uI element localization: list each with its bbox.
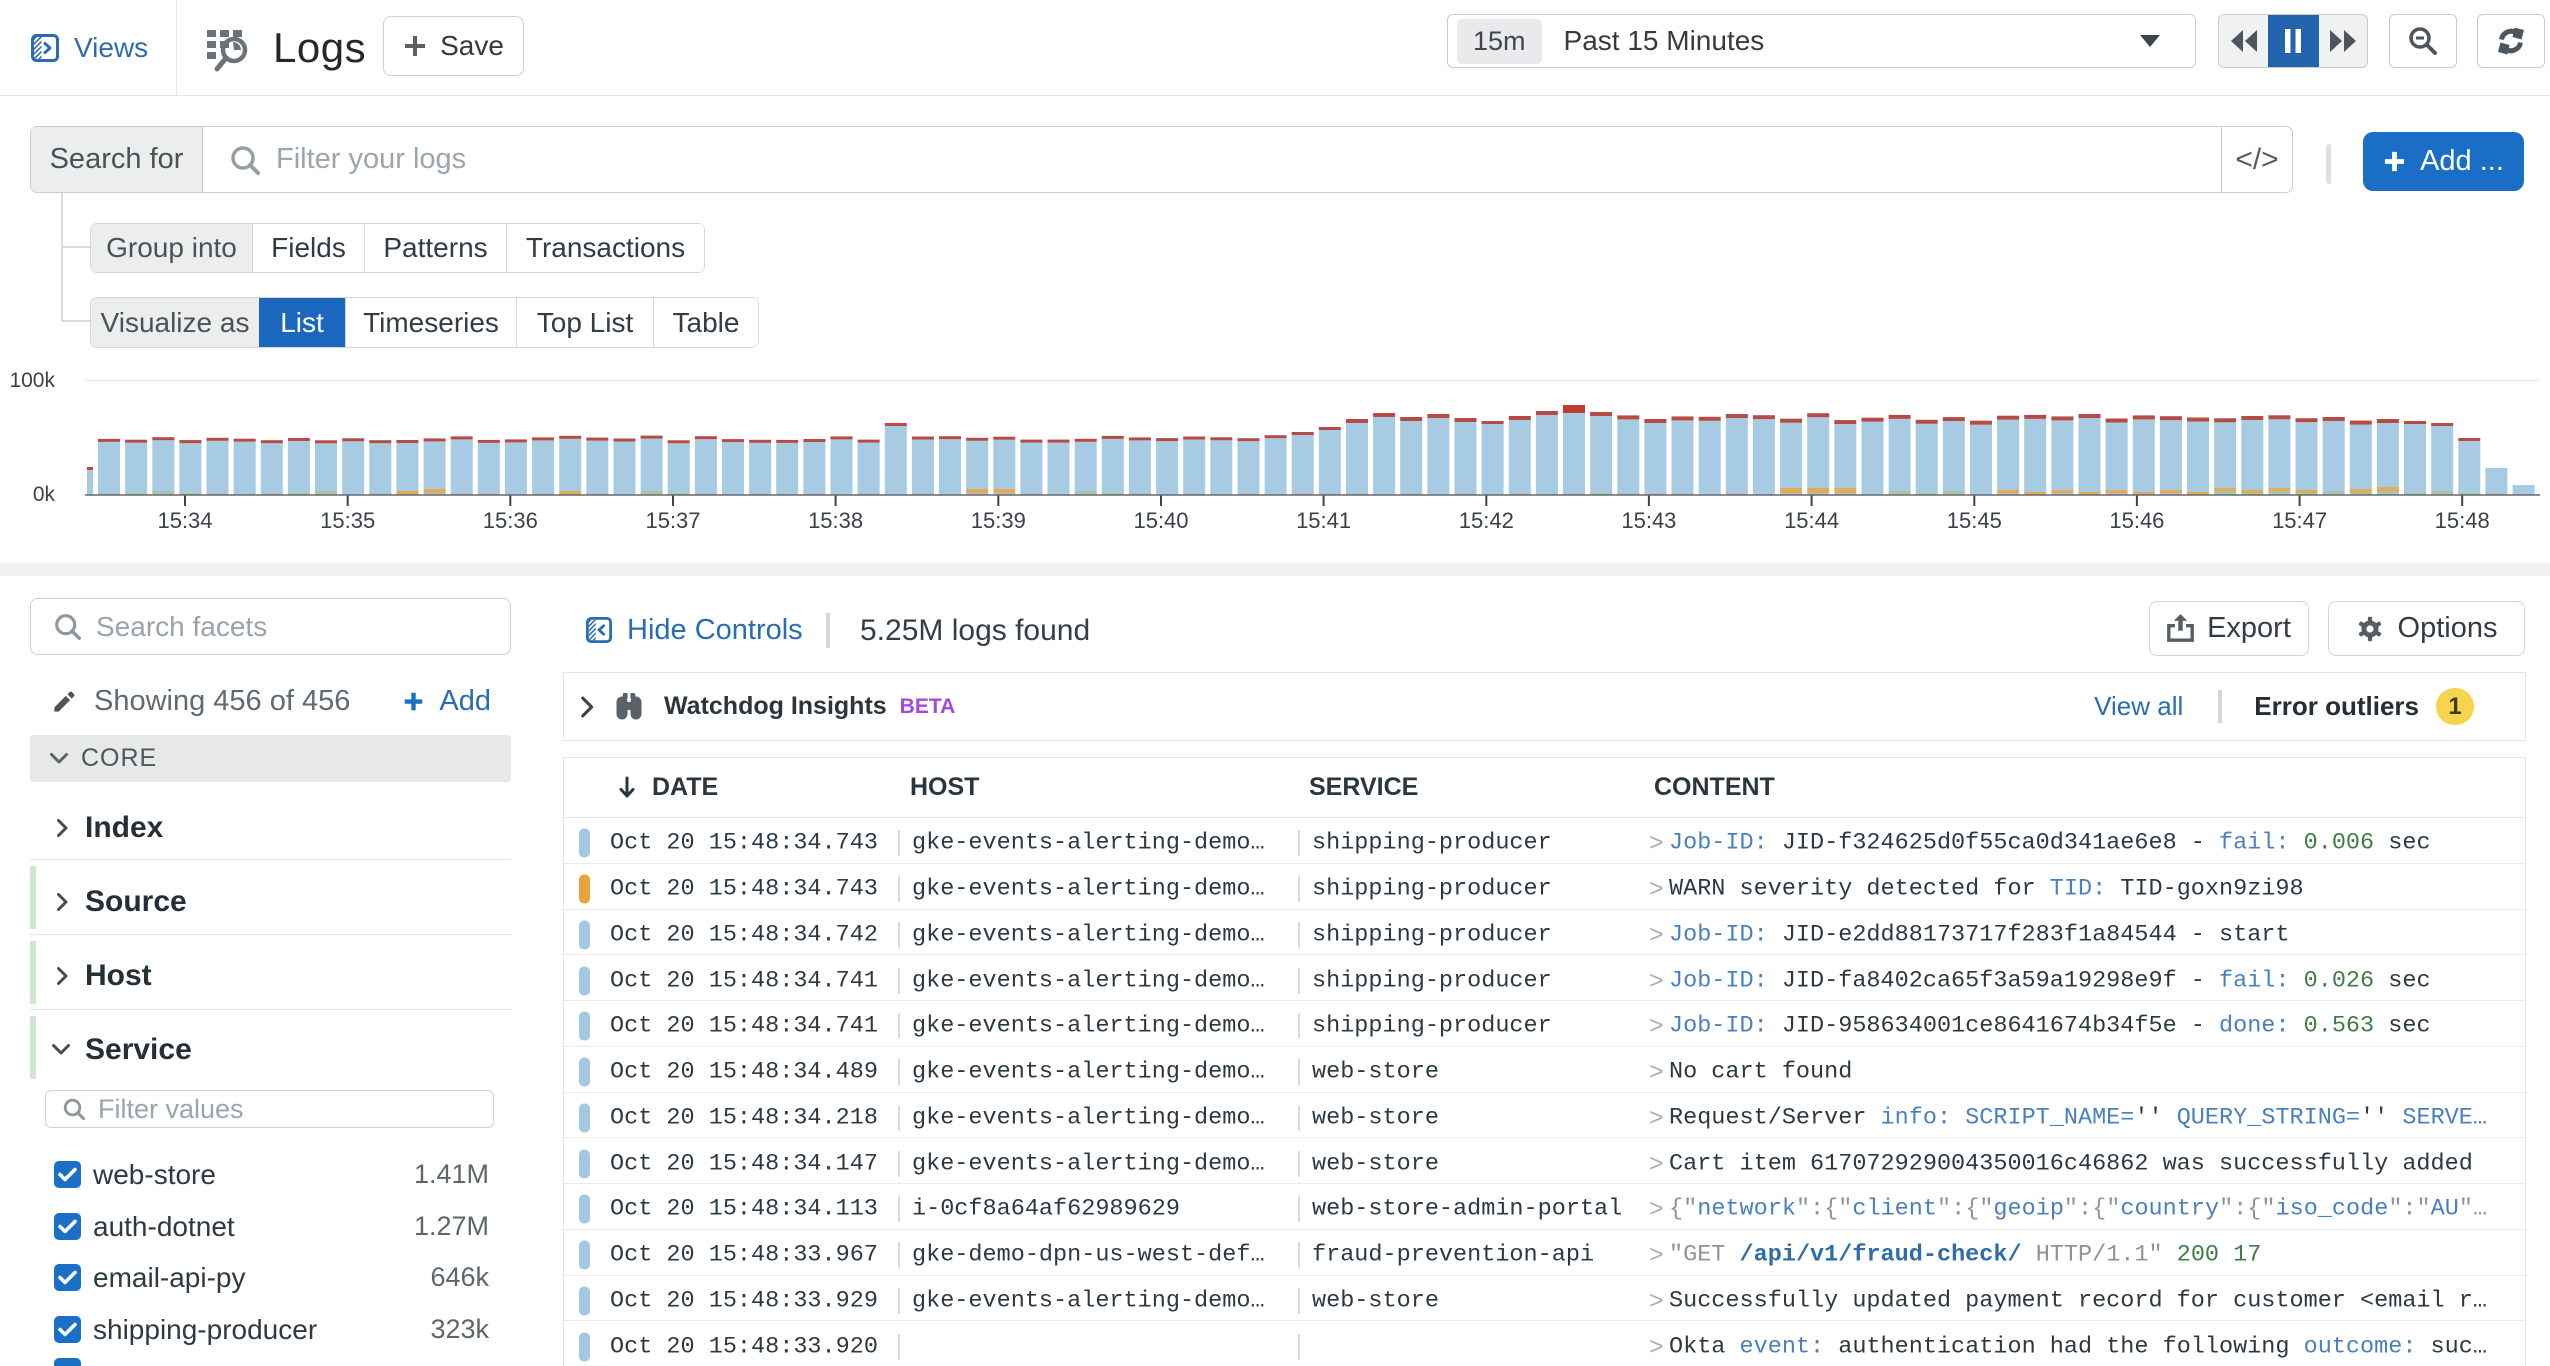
svg-text:100k: 100k [9,370,55,392]
svg-text:15:43: 15:43 [1621,508,1676,533]
svg-text:15:36: 15:36 [483,508,538,533]
svg-text:15:34: 15:34 [157,508,212,533]
svg-text:15:42: 15:42 [1459,508,1514,533]
svg-text:15:39: 15:39 [971,508,1026,533]
svg-text:0k: 0k [33,483,56,506]
svg-text:15:47: 15:47 [2272,508,2327,533]
svg-text:15:45: 15:45 [1947,508,2002,533]
svg-text:15:46: 15:46 [2109,508,2164,533]
svg-text:15:38: 15:38 [808,508,863,533]
svg-text:15:48: 15:48 [2435,508,2490,533]
svg-text:15:44: 15:44 [1784,508,1839,533]
svg-text:15:35: 15:35 [320,508,375,533]
svg-text:15:37: 15:37 [645,508,700,533]
svg-text:15:40: 15:40 [1133,508,1188,533]
svg-text:15:41: 15:41 [1296,508,1351,533]
